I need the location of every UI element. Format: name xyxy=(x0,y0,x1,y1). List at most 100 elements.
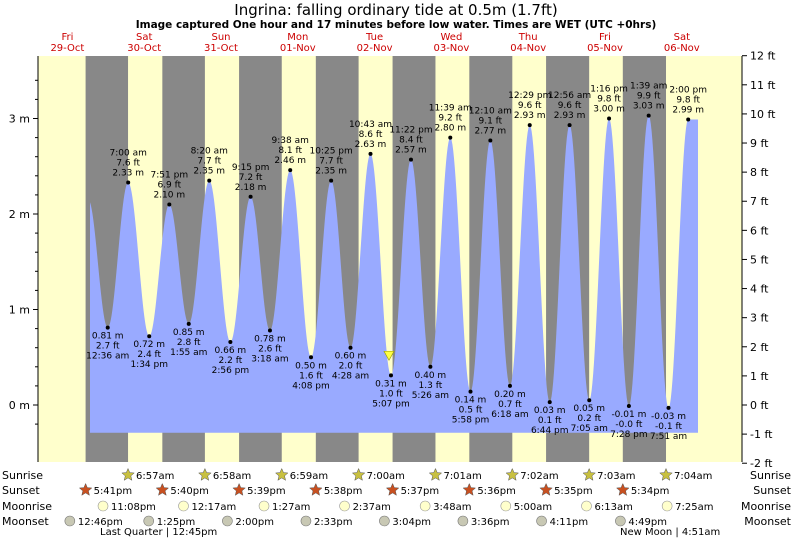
day-headers: Fri29-OctSat30-OctSun31-OctMon01-NovTue0… xyxy=(50,32,699,54)
high-time-label: 11:22 pm xyxy=(389,126,432,136)
sunset-icon xyxy=(232,482,246,496)
row-label-left: Sunrise xyxy=(2,469,43,482)
high-m-label: 2.63 m xyxy=(355,140,387,150)
high-time-label: 11:39 am xyxy=(429,104,472,114)
day-name: Tue xyxy=(365,32,383,43)
day-name: Wed xyxy=(440,32,462,43)
high-m-label: 2.35 m xyxy=(193,167,225,177)
day-date: 31-Oct xyxy=(204,43,238,54)
row-label-right: Sunset xyxy=(753,484,791,497)
low-m-label: 0.05 m xyxy=(573,404,605,414)
low-water-point xyxy=(587,398,592,403)
sunrise-time: 7:04am xyxy=(674,471,712,482)
day-name: Sat xyxy=(136,32,152,43)
sunset-time: 5:36pm xyxy=(477,486,516,497)
high-m-label: 3.00 m xyxy=(593,105,625,115)
high-m-label: 3.03 m xyxy=(633,102,665,112)
row-label-right: Moonset xyxy=(744,515,791,528)
high-ft-label: 6.9 ft xyxy=(157,180,181,190)
low-ft-label: 0.7 ft xyxy=(498,400,522,410)
chart-subtitle: Image captured One hour and 17 minutes b… xyxy=(136,19,657,31)
high-water-point xyxy=(368,151,373,156)
high-ft-label: 9.6 ft xyxy=(558,101,582,111)
day-date: 01-Nov xyxy=(280,43,316,54)
low-water-point xyxy=(507,383,512,388)
high-m-label: 2.10 m xyxy=(153,190,185,200)
low-time-label: 1:55 am xyxy=(170,348,207,358)
high-m-label: 2.46 m xyxy=(274,156,306,166)
low-time-label: 4:28 am xyxy=(332,372,369,382)
high-water-point xyxy=(207,178,212,183)
high-ft-label: 9.2 ft xyxy=(438,114,462,124)
low-m-label: 0.31 m xyxy=(375,379,407,389)
high-time-label: 10:43 am xyxy=(349,120,392,130)
low-water-point xyxy=(666,405,671,410)
right-tick-label: 12 ft xyxy=(750,50,776,63)
low-time-label: 2:56 pm xyxy=(212,366,250,376)
sunrise-time: 6:57am xyxy=(136,471,174,482)
row-label-right: Sunrise xyxy=(750,469,791,482)
low-ft-label: 2.7 ft xyxy=(96,342,120,352)
moonset-icon xyxy=(143,515,155,527)
moonset-icon xyxy=(536,515,547,527)
high-m-label: 2.93 m xyxy=(514,111,546,121)
high-water-point xyxy=(686,117,691,122)
low-ft-label: 2.4 ft xyxy=(137,350,161,360)
row-label-left: Moonrise xyxy=(2,500,52,513)
day-date: 29-Oct xyxy=(50,43,84,54)
right-tick-label: 2 ft xyxy=(750,341,769,354)
sunrise-icon xyxy=(121,467,135,481)
low-time-label: 4:08 pm xyxy=(292,381,330,391)
moonset-time: 12:46pm xyxy=(78,517,123,528)
high-water-point xyxy=(408,157,413,162)
low-ft-label: 2.6 ft xyxy=(258,345,282,355)
right-tick-label: 3 ft xyxy=(750,312,769,325)
low-ft-label: 0.1 ft xyxy=(538,416,562,426)
low-water-point xyxy=(186,321,191,326)
moonrise-icon xyxy=(500,500,512,512)
right-tick-label: 5 ft xyxy=(750,253,769,266)
high-m-label: 2.99 m xyxy=(672,105,704,115)
moonrise-icon xyxy=(339,500,350,512)
low-time-label: 5:07 pm xyxy=(372,399,410,409)
moonrise-time: 2:37am xyxy=(353,502,391,513)
low-water-point xyxy=(147,334,152,339)
right-tick-label: 11 ft xyxy=(750,79,776,92)
low-m-label: 0.78 m xyxy=(254,335,286,345)
low-m-label: 0.66 m xyxy=(215,346,247,356)
low-water-point xyxy=(348,345,353,350)
low-m-label: 0.85 m xyxy=(173,328,205,338)
low-water-point xyxy=(428,364,433,369)
low-m-label: 0.72 m xyxy=(133,340,165,350)
sunset-time: 5:38pm xyxy=(324,486,363,497)
sunrise-time: 7:02am xyxy=(520,471,558,482)
high-water-point xyxy=(527,123,532,128)
row-label-left: Moonset xyxy=(2,515,49,528)
moonrise-icon xyxy=(258,500,270,512)
current-tide-marker xyxy=(383,350,395,361)
moonset-icon xyxy=(222,515,233,527)
high-ft-label: 9.1 ft xyxy=(478,116,502,126)
high-ft-label: 9.9 ft xyxy=(637,92,661,102)
moonset-time: 2:00pm xyxy=(235,517,274,528)
high-ft-label: 7.6 ft xyxy=(116,158,140,168)
day-name: Mon xyxy=(287,32,308,43)
high-time-label: 2:00 pm xyxy=(669,85,707,95)
low-water-point xyxy=(626,403,631,408)
moonset-icon xyxy=(300,515,312,527)
moonset-time: 4:49pm xyxy=(628,517,667,528)
left-tick-label: 0 m xyxy=(9,399,30,412)
moonset-icon xyxy=(615,515,626,527)
sunrise-icon xyxy=(659,467,673,481)
low-ft-label: 2.0 ft xyxy=(339,362,363,372)
high-water-point xyxy=(646,113,651,118)
moonset-icon xyxy=(64,515,76,527)
high-m-label: 2.18 m xyxy=(235,183,267,193)
high-m-label: 2.77 m xyxy=(475,126,507,136)
day-name: Fri xyxy=(61,32,73,43)
moonset-time: 3:04pm xyxy=(392,517,431,528)
high-ft-label: 8.4 ft xyxy=(399,136,423,146)
sunset-time: 5:34pm xyxy=(631,486,670,497)
low-ft-label: 2.2 ft xyxy=(219,356,243,366)
